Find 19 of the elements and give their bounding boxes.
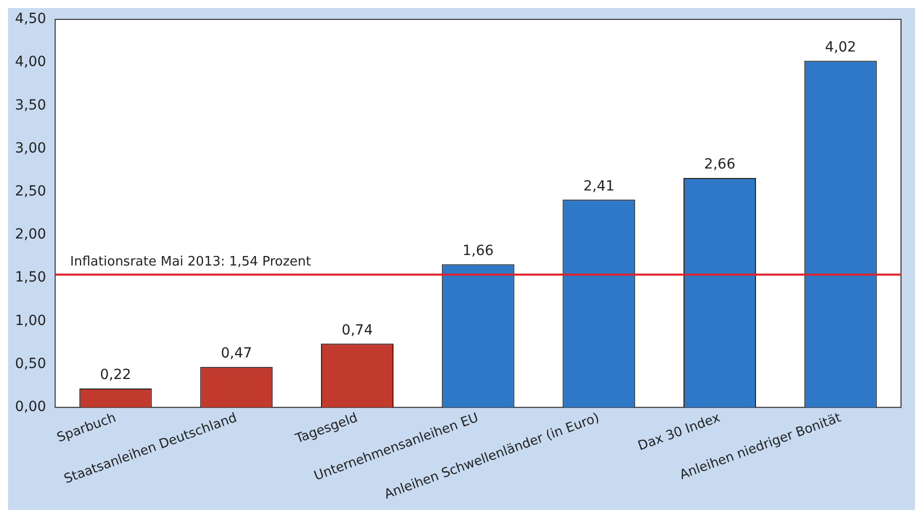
y-tick-label: 4,00 bbox=[15, 54, 46, 70]
y-tick-label: 2,00 bbox=[15, 226, 46, 243]
y-tick-label: 1,50 bbox=[15, 270, 46, 286]
data-label: 0,22 bbox=[100, 367, 132, 384]
y-tick-label: 3,50 bbox=[15, 97, 46, 114]
y-tick-label: 2,50 bbox=[15, 183, 46, 200]
data-label: 1,66 bbox=[462, 242, 494, 259]
y-tick-label: 0,50 bbox=[15, 356, 46, 372]
y-tick-label: 4,50 bbox=[15, 11, 46, 28]
data-label: 2,66 bbox=[704, 156, 736, 173]
data-label: 4,02 bbox=[825, 39, 856, 56]
ref-line-label: Inflationsrate Mai 2013: 1,54 Prozent bbox=[70, 254, 311, 270]
y-tick-label: 1,00 bbox=[15, 312, 46, 329]
y-tick-label: 0,00 bbox=[15, 399, 46, 416]
y-tick-label: 3,00 bbox=[15, 140, 46, 156]
data-label: 2,41 bbox=[583, 178, 615, 194]
x-tick-label: Dax 30 Index bbox=[636, 410, 723, 454]
data-label: 0,47 bbox=[220, 346, 252, 362]
data-label: 0,74 bbox=[342, 322, 373, 338]
